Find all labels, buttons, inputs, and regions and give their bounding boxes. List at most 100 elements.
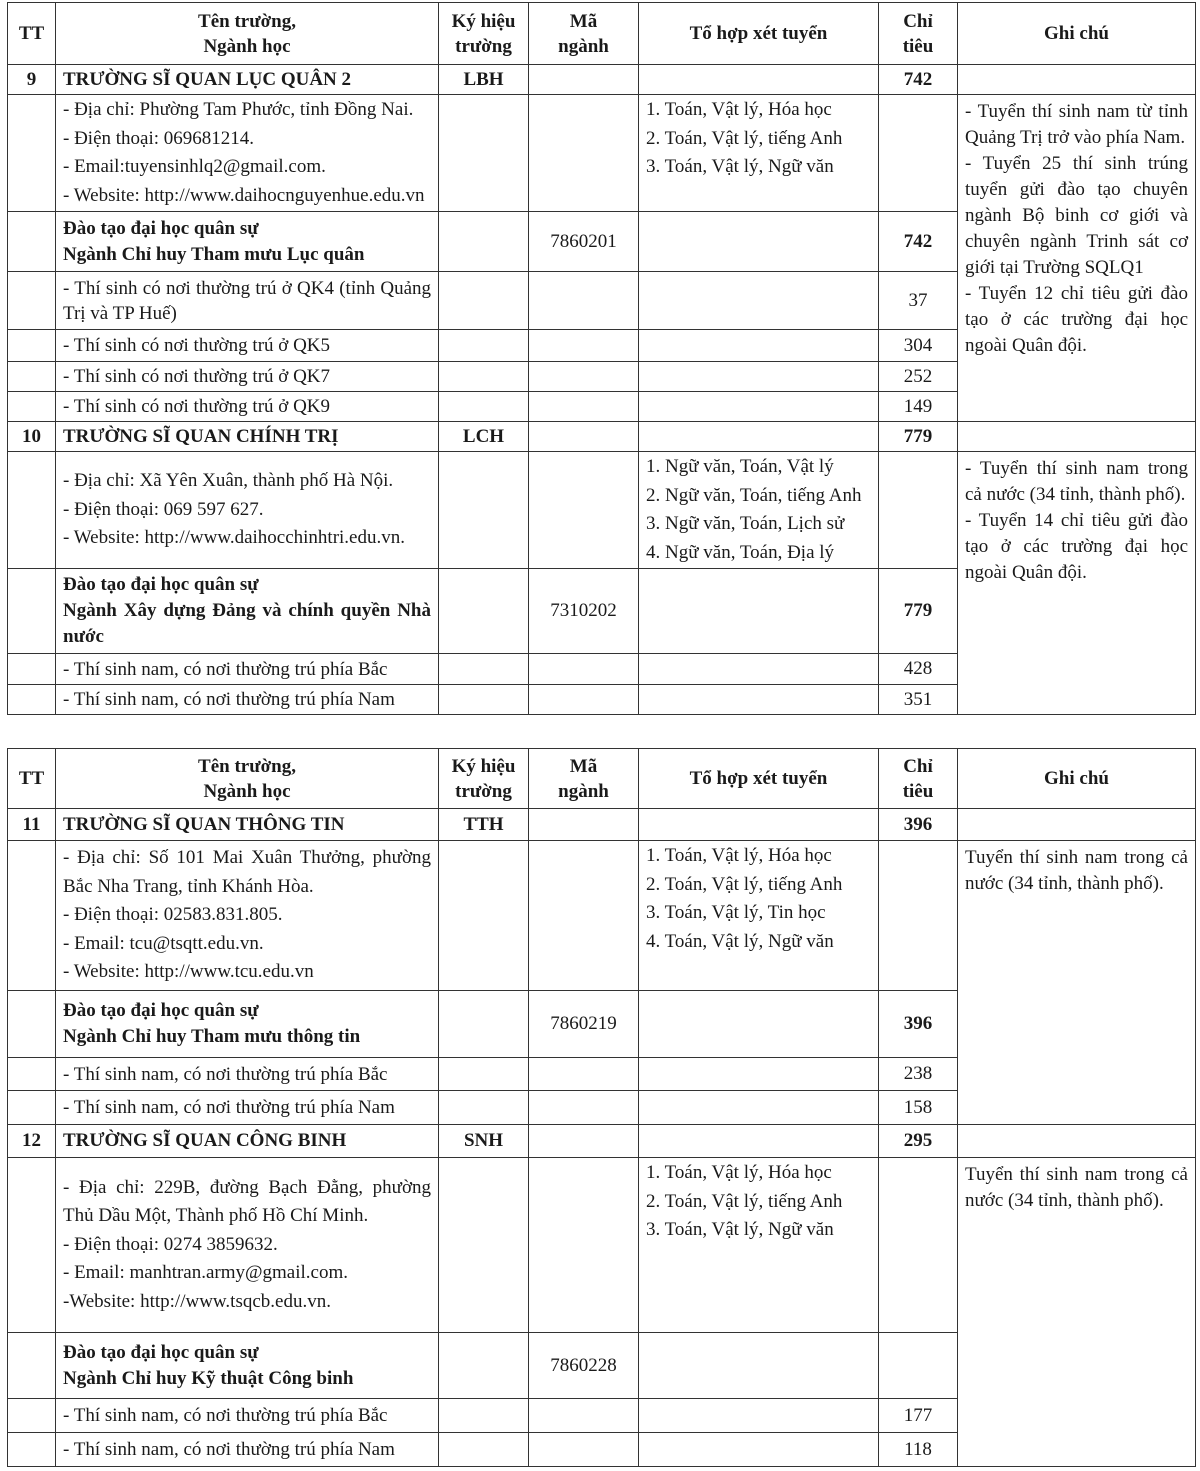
contact-line: - Điện thoại: 069681214. (63, 127, 255, 149)
empty-cell (528, 1398, 639, 1433)
program-row: Đào tạo đại học quân sự Ngành Chỉ huy Kỹ … (7, 1332, 1196, 1399)
col-header-code-line: trường (455, 35, 512, 57)
col-header-quota: Chỉ tiêu (878, 2, 958, 65)
contact-line: - Email: tcu@tsqtt.edu.vn. (63, 932, 264, 954)
empty-cell (528, 1090, 639, 1125)
empty-cell (7, 1432, 56, 1467)
subrow-label: - Thí sinh nam, có nơi thường trú phía B… (55, 1057, 439, 1091)
col-header-code-line: Ký hiệu (451, 755, 516, 777)
empty-cell (638, 1432, 879, 1467)
empty-cell (638, 391, 879, 422)
combination-item: 2. Toán, Vật lý, tiếng Anh (646, 873, 843, 895)
empty-cell (7, 1090, 56, 1125)
quota-subrow: - Thí sinh nam, có nơi thường trú phía B… (7, 1057, 1196, 1091)
program-title: Đào tạo đại học quân sự (63, 217, 259, 239)
school-contact: - Địa chỉ: Phường Tam Phước, tỉnh Đồng N… (55, 94, 439, 212)
empty-cell (7, 451, 56, 569)
note-item: - Tuyển thí sinh nam trong cả nước (34 t… (965, 458, 1188, 505)
empty-cell (7, 653, 56, 685)
empty-cell (438, 451, 529, 569)
school-code: TTH (438, 808, 529, 841)
subject-combinations: 1. Toán, Vật lý, Hóa học 2. Toán, Vật lý,… (638, 840, 879, 991)
school-quota: 396 (878, 808, 958, 841)
note-item: Tuyển thí sinh nam trong cả nước (34 tỉn… (965, 1164, 1188, 1211)
empty-cell (528, 1157, 639, 1333)
empty-cell (438, 1157, 529, 1333)
subrow-quota: 304 (878, 329, 958, 362)
program-quota: 742 (878, 211, 958, 272)
quota-subrow: - Thí sinh nam, có nơi thường trú phía N… (7, 1090, 1196, 1125)
subrow-label: - Thí sinh nam, có nơi thường trú phía N… (55, 1432, 439, 1467)
empty-cell (638, 990, 879, 1058)
empty-cell (438, 1332, 529, 1399)
empty-cell (7, 1157, 56, 1333)
note-item: - Tuyển 14 chỉ tiêu gửi đào tạo ở các tr… (965, 510, 1188, 583)
col-header-major-code-line: Mã (569, 755, 598, 777)
notes-cell: Tuyển thí sinh nam trong cả nước (34 tỉn… (957, 1157, 1196, 1467)
empty-cell (438, 568, 529, 654)
empty-cell (638, 361, 879, 392)
combination-item: 3. Toán, Vật lý, Ngữ văn (646, 156, 834, 177)
program-quota: 396 (878, 990, 958, 1058)
empty-cell (638, 64, 879, 95)
subrow-label: - Thí sinh nam, có nơi thường trú phía B… (55, 653, 439, 685)
school-info-row: - Địa chỉ: Số 101 Mai Xuân Thưởng, phườn… (7, 840, 1196, 1125)
subrow-label: - Thí sinh có nơi thường trú ở QK5 (55, 329, 439, 362)
empty-cell (7, 361, 56, 392)
note-item: - Tuyển 25 thí sinh trúng tuyển gửi đào … (965, 153, 1188, 278)
col-header-tt: TT (7, 748, 56, 809)
subrow-quota: 351 (878, 684, 958, 715)
combination-item: 1. Toán, Vật lý, Hóa học (646, 1162, 832, 1183)
note-item: - Tuyển thí sinh nam từ tỉnh Quảng Trị t… (965, 101, 1188, 148)
school-info-row: - Địa chỉ: 229B, đường Bạch Đằng, phường… (7, 1157, 1196, 1467)
program-quota (878, 1332, 958, 1399)
empty-cell (7, 94, 56, 212)
empty-cell (7, 329, 56, 362)
empty-cell (528, 684, 639, 715)
school-name: TRƯỜNG SĨ QUAN CHÍNH TRỊ (55, 421, 439, 452)
empty-cell (528, 1057, 639, 1091)
school-code: SNH (438, 1124, 529, 1158)
empty-cell (438, 684, 529, 715)
empty-cell (638, 271, 879, 330)
program-title: Đào tạo đại học quân sự (63, 1341, 259, 1363)
empty-cell (438, 1398, 529, 1433)
program-title: Đào tạo đại học quân sự (63, 574, 259, 595)
col-header-quota-line: Chỉ (903, 755, 933, 777)
school-quota: 742 (878, 64, 958, 95)
col-header-major-code: Mã ngành (528, 748, 639, 809)
quota-subrow: - Thí sinh có nơi thường trú ở QK7 252 (7, 361, 1196, 392)
program-cell: Đào tạo đại học quân sự Ngành Chỉ huy Kỹ … (55, 1332, 439, 1399)
empty-cell (638, 1332, 879, 1399)
combination-item: 1. Ngữ văn, Toán, Vật lý (646, 456, 834, 477)
school-contact: - Địa chỉ: Số 101 Mai Xuân Thưởng, phườn… (55, 840, 439, 991)
empty-cell (638, 808, 879, 841)
combination-item: 2. Ngữ văn, Toán, tiếng Anh (646, 484, 862, 506)
col-header-name-line: Tên trường, (198, 755, 296, 777)
subrow-quota: 428 (878, 653, 958, 685)
combination-item: 2. Toán, Vật lý, tiếng Anh (646, 1190, 843, 1212)
contact-line: - Địa chỉ: Phường Tam Phước, tỉnh Đồng N… (63, 99, 414, 120)
program-major: Ngành Chỉ huy Kỹ thuật Công binh (63, 1367, 354, 1389)
empty-cell (528, 94, 639, 212)
empty-cell (7, 1057, 56, 1091)
empty-cell (438, 94, 529, 212)
empty-cell (7, 211, 56, 272)
col-header-combos: Tổ hợp xét tuyển (638, 748, 879, 809)
subrow-label: - Thí sinh có nơi thường trú ở QK9 (55, 391, 439, 422)
contact-line: -Website: http://www.tsqcb.edu.vn. (63, 1290, 331, 1312)
admissions-table: TT Tên trường, Ngành học Ký hiệu trường Mã ngà… (7, 2, 1196, 715)
empty-cell (638, 1124, 879, 1158)
subrow-quota: 37 (878, 271, 958, 330)
program-cell: Đào tạo đại học quân sự Ngành Chỉ huy Tha… (55, 211, 439, 272)
empty-cell (7, 840, 56, 991)
school-row: 11 TRƯỜNG SĨ QUAN THÔNG TIN TTH 396 (7, 808, 1196, 841)
header-row: TT Tên trường, Ngành học Ký hiệu trường Mã ngà… (7, 2, 1196, 65)
school-info-row: - Địa chỉ: Xã Yên Xuân, thành phố Hà Nội… (7, 451, 1196, 715)
major-code: 7860228 (528, 1332, 639, 1399)
col-header-major-code-line: ngành (558, 35, 609, 57)
empty-cell (528, 391, 639, 422)
school-quota: 779 (878, 421, 958, 452)
school-number: 12 (7, 1124, 56, 1158)
col-header-code-line: trường (455, 780, 512, 802)
